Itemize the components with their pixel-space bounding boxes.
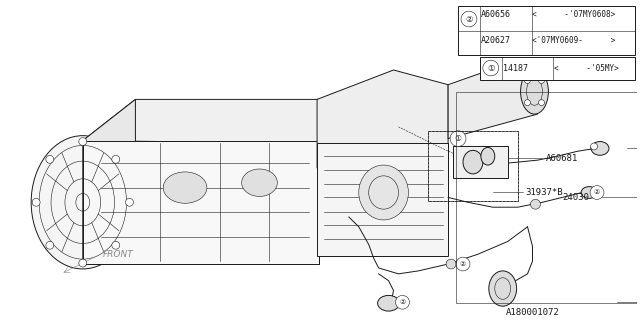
Bar <box>456 92 637 303</box>
Polygon shape <box>83 100 136 264</box>
Text: ①: ① <box>487 64 495 73</box>
Text: ②: ② <box>399 299 406 305</box>
Ellipse shape <box>242 169 277 196</box>
Text: <      -'07MY0608>: < -'07MY0608> <box>532 10 616 19</box>
Text: <'07MY0609-      >: <'07MY0609- > <box>532 36 616 45</box>
Circle shape <box>79 138 87 146</box>
Polygon shape <box>83 100 319 143</box>
Ellipse shape <box>520 69 548 114</box>
Circle shape <box>396 295 410 309</box>
Polygon shape <box>83 140 319 264</box>
Ellipse shape <box>359 165 408 220</box>
Ellipse shape <box>481 148 495 165</box>
Ellipse shape <box>463 150 483 174</box>
Polygon shape <box>317 143 448 256</box>
Circle shape <box>591 143 598 150</box>
Circle shape <box>538 100 545 106</box>
Circle shape <box>590 186 604 199</box>
Text: ②: ② <box>465 14 473 24</box>
Text: FRONT: FRONT <box>102 250 133 259</box>
Polygon shape <box>448 60 538 139</box>
Text: ②: ② <box>460 261 466 267</box>
Circle shape <box>112 156 120 163</box>
Ellipse shape <box>489 271 516 306</box>
Text: ②: ② <box>594 189 600 196</box>
Circle shape <box>525 77 531 84</box>
Text: A60656: A60656 <box>481 10 511 19</box>
Circle shape <box>79 259 87 267</box>
Ellipse shape <box>163 172 207 203</box>
Text: A60681: A60681 <box>545 154 578 163</box>
Polygon shape <box>83 225 319 264</box>
Bar <box>428 131 518 201</box>
Circle shape <box>32 198 40 206</box>
Text: A180001072: A180001072 <box>506 308 559 317</box>
Ellipse shape <box>591 141 609 155</box>
Circle shape <box>456 257 470 271</box>
Ellipse shape <box>31 136 134 269</box>
Text: A20627: A20627 <box>481 36 511 45</box>
Circle shape <box>483 60 499 76</box>
Circle shape <box>525 100 531 106</box>
Polygon shape <box>453 147 508 178</box>
Circle shape <box>446 259 456 269</box>
Circle shape <box>450 131 466 147</box>
Text: 31937*B: 31937*B <box>525 188 563 197</box>
Bar <box>480 57 635 80</box>
Ellipse shape <box>378 295 399 311</box>
Text: ①: ① <box>454 134 461 143</box>
Bar <box>458 6 635 55</box>
Text: 24030: 24030 <box>562 193 589 202</box>
Circle shape <box>46 156 54 163</box>
Circle shape <box>112 241 120 249</box>
Ellipse shape <box>581 187 597 198</box>
Circle shape <box>461 11 477 27</box>
Circle shape <box>46 241 54 249</box>
Circle shape <box>531 199 540 209</box>
Polygon shape <box>317 70 448 173</box>
Circle shape <box>125 198 133 206</box>
Text: <      -'05MY>: < -'05MY> <box>554 64 619 73</box>
Bar <box>428 131 518 201</box>
Text: 14187: 14187 <box>502 64 528 73</box>
Circle shape <box>538 77 545 84</box>
